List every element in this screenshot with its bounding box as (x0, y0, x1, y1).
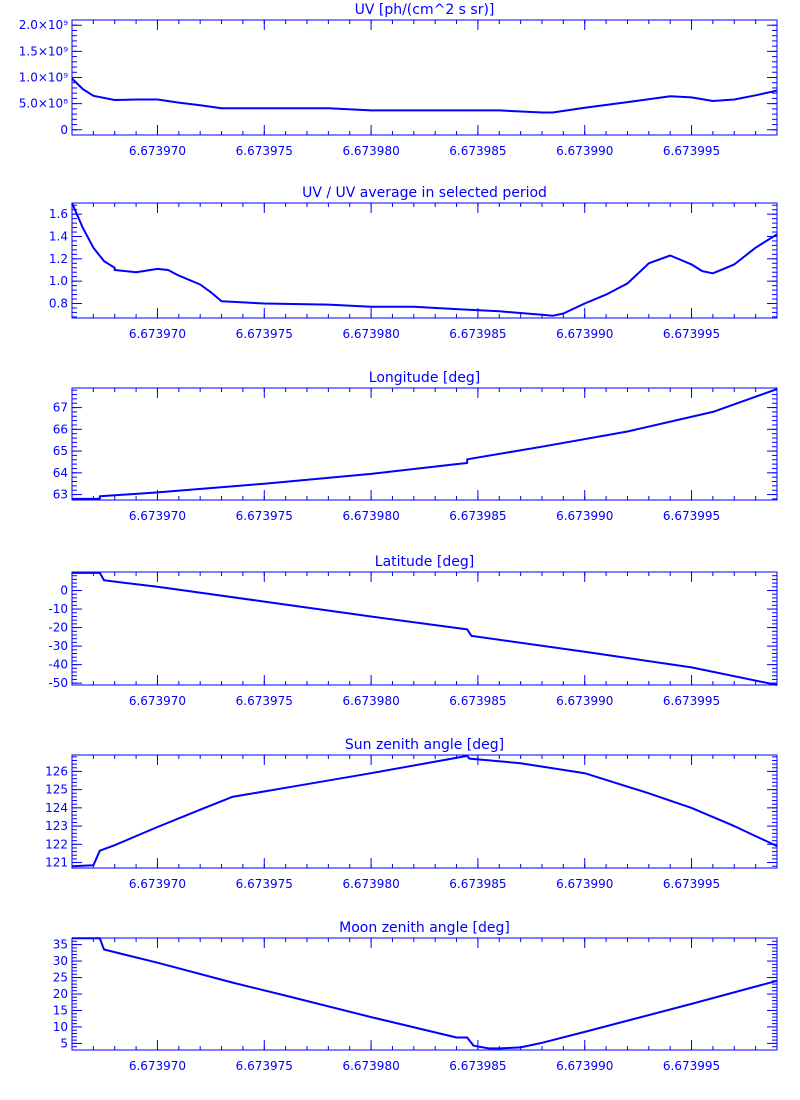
x-tick-label: 6.673995 (663, 694, 720, 708)
y-tick-label: -20 (48, 621, 68, 635)
y-tick-label: -10 (48, 602, 68, 616)
x-tick-label: 6.673975 (236, 327, 293, 341)
x-tick-label: 6.673985 (449, 694, 506, 708)
y-tick-label: 0.8 (49, 296, 68, 310)
x-tick-label: 6.673970 (129, 144, 186, 158)
y-tick-label: 63 (53, 488, 68, 502)
x-tick-label: 6.673995 (663, 327, 720, 341)
chart-title: Moon zenith angle [deg] (339, 920, 510, 936)
x-tick-label: 6.673970 (129, 877, 186, 891)
chart-title: Longitude [deg] (369, 370, 480, 386)
y-tick-label: -50 (48, 676, 68, 690)
x-tick-label: 6.673970 (129, 694, 186, 708)
plot-frame (71, 571, 778, 686)
x-tick-label: 6.673985 (449, 327, 506, 341)
y-tick-label: -30 (48, 639, 68, 653)
chart-panel-6: Moon zenith angle [deg] 6.673970 6.673975 6… (53, 920, 778, 1073)
x-tick-label: 6.673995 (663, 877, 720, 891)
x-tick-label: 6.673980 (342, 694, 399, 708)
chart-title: Sun zenith angle [deg] (345, 737, 504, 753)
y-tick-label: 67 (53, 401, 68, 415)
chart-panel-3: Longitude [deg] 6.673970 6.673975 6.673980 6… (53, 370, 778, 523)
y-tick-label: 64 (53, 466, 68, 480)
chart-panel-1: UV [ph/(cm^2 s sr)] 6.673970 6.673975 6.673… (19, 2, 778, 158)
y-tick-label: 1.0 (49, 274, 68, 288)
x-tick-label: 6.673970 (129, 509, 186, 523)
y-tick-label: 124 (45, 801, 68, 815)
x-tick-label: 6.673975 (236, 877, 293, 891)
y-tick-label: 121 (45, 856, 68, 870)
chart-title: UV [ph/(cm^2 s sr)] (355, 2, 495, 18)
y-tick-label: 1.2 (49, 252, 68, 266)
y-tick-label: 1.6 (49, 207, 68, 221)
y-tick-label: 0 (60, 123, 68, 137)
chart-panel-5: Sun zenith angle [deg] 6.673970 6.673975 6.… (45, 737, 778, 891)
y-tick-label: 30 (53, 954, 68, 968)
y-tick-label: 125 (45, 783, 68, 797)
y-tick-label: 20 (53, 987, 68, 1001)
y-tick-label: 1.0×10⁹ (19, 71, 68, 85)
x-tick-label: 6.673980 (342, 1059, 399, 1073)
x-tick-label: 6.673990 (556, 509, 613, 523)
y-tick-label: 1.5×10⁹ (19, 44, 68, 58)
y-tick-label: -40 (48, 658, 68, 672)
y-tick-label: 1.4 (49, 229, 68, 243)
chart-panel-4: Latitude [deg] 6.673970 6.673975 6.673980 6.… (48, 554, 778, 708)
plot-frame (71, 754, 778, 869)
x-tick-label: 6.673980 (342, 877, 399, 891)
chart-title: Latitude [deg] (375, 554, 474, 570)
series-line-1 (71, 754, 778, 868)
plot-frame (71, 937, 778, 1051)
chart-panels: UV [ph/(cm^2 s sr)] 6.673970 6.673975 6.673… (19, 2, 778, 1073)
x-tick-label: 6.673980 (342, 144, 399, 158)
x-tick-label: 6.673975 (236, 509, 293, 523)
x-tick-label: 6.673995 (663, 1059, 720, 1073)
chart-title: UV / UV average in selected period (302, 185, 547, 201)
x-tick-label: 6.673975 (236, 694, 293, 708)
series-line-1 (72, 571, 778, 686)
x-tick-label: 6.673990 (556, 327, 613, 341)
x-tick-label: 6.673970 (129, 327, 186, 341)
y-tick-label: 126 (45, 764, 68, 778)
y-tick-label: 0 (60, 584, 68, 598)
x-tick-label: 6.673975 (236, 1059, 293, 1073)
x-tick-label: 6.673990 (556, 1059, 613, 1073)
x-tick-label: 6.673985 (449, 1059, 506, 1073)
x-tick-label: 6.673985 (449, 144, 506, 158)
x-tick-label: 6.673985 (449, 509, 506, 523)
x-tick-label: 6.673980 (342, 327, 399, 341)
x-tick-label: 6.673980 (342, 509, 399, 523)
x-tick-label: 6.673990 (556, 144, 613, 158)
y-tick-label: 123 (45, 819, 68, 833)
y-tick-label: 5 (60, 1036, 68, 1050)
y-tick-label: 2.0×10⁹ (19, 18, 68, 32)
y-tick-label: 35 (53, 938, 68, 952)
series-line-1 (71, 202, 778, 317)
plot-frame (71, 202, 778, 319)
y-tick-label: 15 (53, 1003, 68, 1017)
y-tick-label: 25 (53, 971, 68, 985)
x-tick-label: 6.673975 (236, 144, 293, 158)
series-line-1 (71, 77, 778, 114)
y-tick-label: 66 (53, 422, 68, 436)
y-tick-label: 10 (53, 1020, 68, 1034)
x-tick-label: 6.673990 (556, 877, 613, 891)
series-line-1 (72, 937, 778, 1050)
y-tick-label: 65 (53, 444, 68, 458)
x-tick-label: 6.673970 (129, 1059, 186, 1073)
series-line-1 (72, 388, 778, 500)
y-tick-label: 5.0×10⁸ (19, 97, 68, 111)
plot-frame (71, 19, 778, 136)
y-tick-label: 122 (45, 837, 68, 851)
plot-frame (71, 387, 778, 501)
x-tick-label: 6.673995 (663, 509, 720, 523)
x-tick-label: 6.673995 (663, 144, 720, 158)
x-tick-label: 6.673985 (449, 877, 506, 891)
x-tick-label: 6.673990 (556, 694, 613, 708)
chart-panel-2: UV / UV average in selected period 6.6739… (49, 185, 778, 341)
